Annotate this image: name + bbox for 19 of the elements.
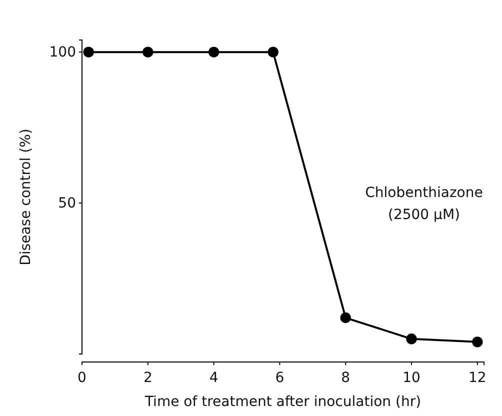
x-tick-label: 4 <box>209 370 218 386</box>
point <box>472 336 483 348</box>
y-axis-title: Disease control (%) <box>18 128 34 266</box>
x-tick-label: 0 <box>78 370 86 386</box>
annotation: Chlobenthiazone (2500 μM) <box>365 185 483 223</box>
point <box>340 312 351 324</box>
x-tick-label: 6 <box>275 370 284 386</box>
point <box>83 46 94 58</box>
x-tick-label: 2 <box>143 370 152 386</box>
point <box>208 46 220 58</box>
y-tick-label: 100 <box>49 44 76 61</box>
point <box>268 46 278 58</box>
point <box>142 46 154 58</box>
x-axis-title: Time of treatment after inoculation (hr) <box>144 394 422 410</box>
x-tick-label: 8 <box>341 370 350 386</box>
x-tick-label: 10 <box>402 370 420 386</box>
x-tick-label: 12 <box>468 370 486 386</box>
point <box>406 334 417 344</box>
y-tick-label: 50 <box>58 196 76 212</box>
